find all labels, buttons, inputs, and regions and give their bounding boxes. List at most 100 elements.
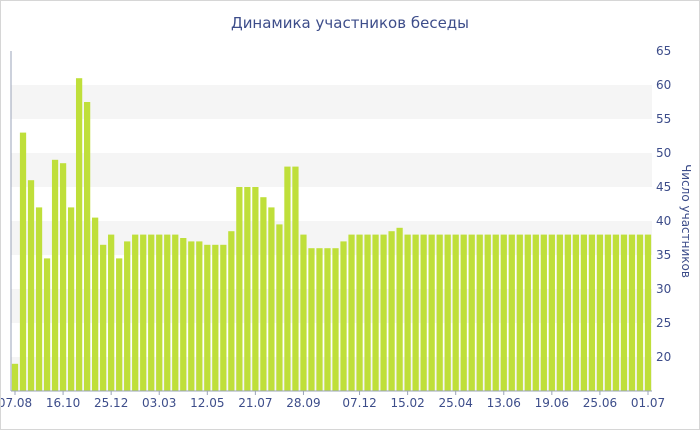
bar (180, 238, 187, 391)
bar (308, 248, 315, 391)
x-tick-label: 21.07 (238, 396, 272, 410)
bar (75, 78, 83, 391)
bar (340, 241, 347, 391)
bar (412, 234, 419, 391)
x-tick-label: 13.06 (487, 396, 521, 410)
y-axis-label: Число участников (679, 164, 693, 278)
bar (35, 207, 43, 391)
x-tick-label: 03.03 (142, 396, 176, 410)
bar (468, 234, 475, 391)
grid-band (11, 153, 652, 187)
axes (10, 51, 652, 392)
y-tick-label: 65 (656, 44, 671, 58)
bar (532, 234, 539, 391)
bar (252, 187, 259, 391)
grid-band (11, 357, 652, 391)
y-tick-label: 40 (656, 214, 671, 228)
bar (356, 234, 363, 391)
bar (59, 163, 67, 391)
grid-band (11, 289, 652, 323)
bar (276, 224, 283, 391)
bar (476, 234, 483, 391)
bar (364, 234, 371, 391)
bar (244, 187, 251, 391)
bar (67, 207, 75, 391)
x-tick-labels: 07.08 16.10 25.12 03.03 12.05 21.07 28.09 07.12… (1, 391, 665, 410)
bar (124, 241, 131, 391)
x-tick-label: 25.12 (94, 396, 128, 410)
y-tick-label: 55 (656, 112, 671, 126)
bar (164, 234, 171, 391)
bar (444, 234, 451, 391)
bar (564, 234, 571, 391)
y-tick-label: 30 (656, 282, 671, 296)
bar (284, 166, 291, 391)
x-tick-label: 25.04 (439, 396, 473, 410)
bar (148, 234, 155, 391)
y-tick-labels: 20 25 30 35 40 45 50 55 60 65 (656, 44, 671, 364)
y-tick-label: 50 (656, 146, 671, 160)
bar (556, 234, 563, 391)
bar (116, 258, 123, 391)
bar (436, 234, 443, 391)
bar (108, 234, 115, 391)
bar (11, 363, 19, 391)
bar (548, 234, 555, 391)
bar (612, 234, 620, 391)
bar (636, 234, 644, 391)
x-tick-label: 01.07 (631, 396, 665, 410)
bar (43, 258, 51, 391)
bar (404, 234, 411, 391)
bar (188, 241, 195, 391)
bar (516, 234, 523, 391)
x-tick-label: 15.02 (390, 396, 424, 410)
y-tick-label: 45 (656, 180, 671, 194)
y-tick-label: 60 (656, 78, 671, 92)
x-tick-label: 07.12 (342, 396, 376, 410)
bar (132, 234, 139, 391)
bar (19, 132, 27, 391)
bar (172, 234, 179, 391)
bar (492, 234, 499, 391)
bar (588, 234, 596, 391)
bar (100, 244, 107, 391)
bar (27, 180, 35, 391)
bar (420, 234, 427, 391)
bar (204, 244, 211, 391)
x-tick-label: 07.08 (1, 396, 32, 410)
y-tick-label: 20 (656, 350, 671, 364)
y-tick-label: 25 (656, 316, 671, 330)
bar (572, 234, 580, 391)
grid-band (11, 221, 652, 255)
grid-band (11, 85, 652, 119)
bar (51, 159, 59, 391)
x-tick-label: 19.06 (535, 396, 569, 410)
bar (324, 248, 331, 391)
bar (292, 166, 299, 391)
bar (644, 234, 652, 391)
bar (332, 248, 339, 391)
x-tick-label: 16.10 (46, 396, 80, 410)
bar (500, 234, 507, 391)
bar (196, 241, 203, 391)
bar (316, 248, 323, 391)
bar (380, 234, 387, 391)
bar (83, 102, 91, 391)
bar (228, 231, 235, 391)
bar (484, 234, 491, 391)
bar (620, 234, 628, 391)
bar (268, 207, 275, 391)
bar (300, 234, 307, 391)
x-tick-label: 28.09 (286, 396, 320, 410)
x-tick-label: 25.06 (583, 396, 617, 410)
bar (220, 244, 227, 391)
x-tick-label: 12.05 (190, 396, 224, 410)
bar (596, 234, 604, 391)
bar (396, 227, 403, 391)
grid-bands (11, 85, 652, 391)
bar (540, 234, 547, 391)
bar (372, 234, 379, 391)
bars (11, 78, 652, 391)
